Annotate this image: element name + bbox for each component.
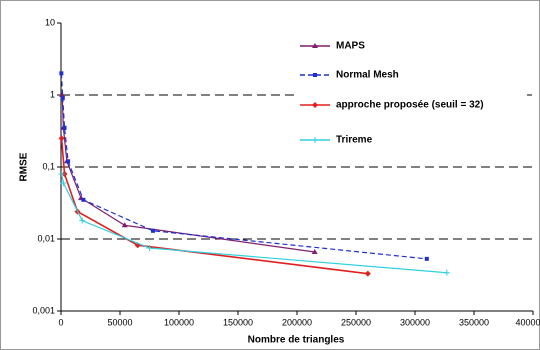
x-tick-label: 100000	[164, 317, 194, 327]
y-tick-label: 0,01	[37, 233, 55, 243]
x-tick-label: 350000	[459, 317, 489, 327]
x-tick-label: 300000	[400, 317, 430, 327]
data-point	[60, 179, 67, 186]
y-axis-title: RMSE	[19, 152, 30, 181]
legend-marker	[312, 43, 318, 48]
x-tick-label: 150000	[223, 317, 253, 327]
data-point	[58, 135, 65, 142]
data-point	[60, 96, 65, 101]
y-tick-label: 10	[45, 17, 55, 27]
legend-label: approche proposée (seuil = 32)	[336, 100, 484, 111]
series-line	[61, 94, 315, 253]
x-tick-label: 200000	[282, 317, 312, 327]
data-point	[121, 222, 128, 228]
y-tick-label: 1	[50, 89, 55, 99]
data-point	[59, 92, 66, 97]
x-axis-title: Nombre de triangles	[248, 335, 345, 346]
data-point	[364, 270, 371, 277]
legend-marker	[312, 137, 318, 143]
legend-bg	[295, 33, 527, 153]
x-tick-label: 50000	[107, 317, 132, 327]
y-tick-label: 0,001	[32, 305, 55, 315]
legend-marker	[313, 73, 317, 77]
data-point	[58, 170, 65, 177]
legend-label: Normal Mesh	[336, 70, 399, 81]
data-point	[146, 244, 153, 251]
data-point	[81, 197, 86, 202]
data-point	[151, 228, 156, 233]
legend-marker	[312, 102, 318, 108]
data-point	[62, 125, 67, 130]
data-point	[66, 159, 71, 164]
data-point	[79, 217, 86, 224]
data-point	[311, 248, 318, 254]
legend-label: Trireme	[336, 135, 373, 146]
y-tick-label: 0,1	[42, 161, 55, 171]
x-tick-label: 250000	[341, 317, 371, 327]
data-point	[424, 256, 429, 261]
legend-label: MAPS	[336, 41, 365, 52]
x-tick-label: 40000	[515, 317, 540, 327]
data-point	[59, 71, 64, 76]
data-point	[443, 269, 450, 276]
x-tick-label: 0	[58, 317, 63, 327]
